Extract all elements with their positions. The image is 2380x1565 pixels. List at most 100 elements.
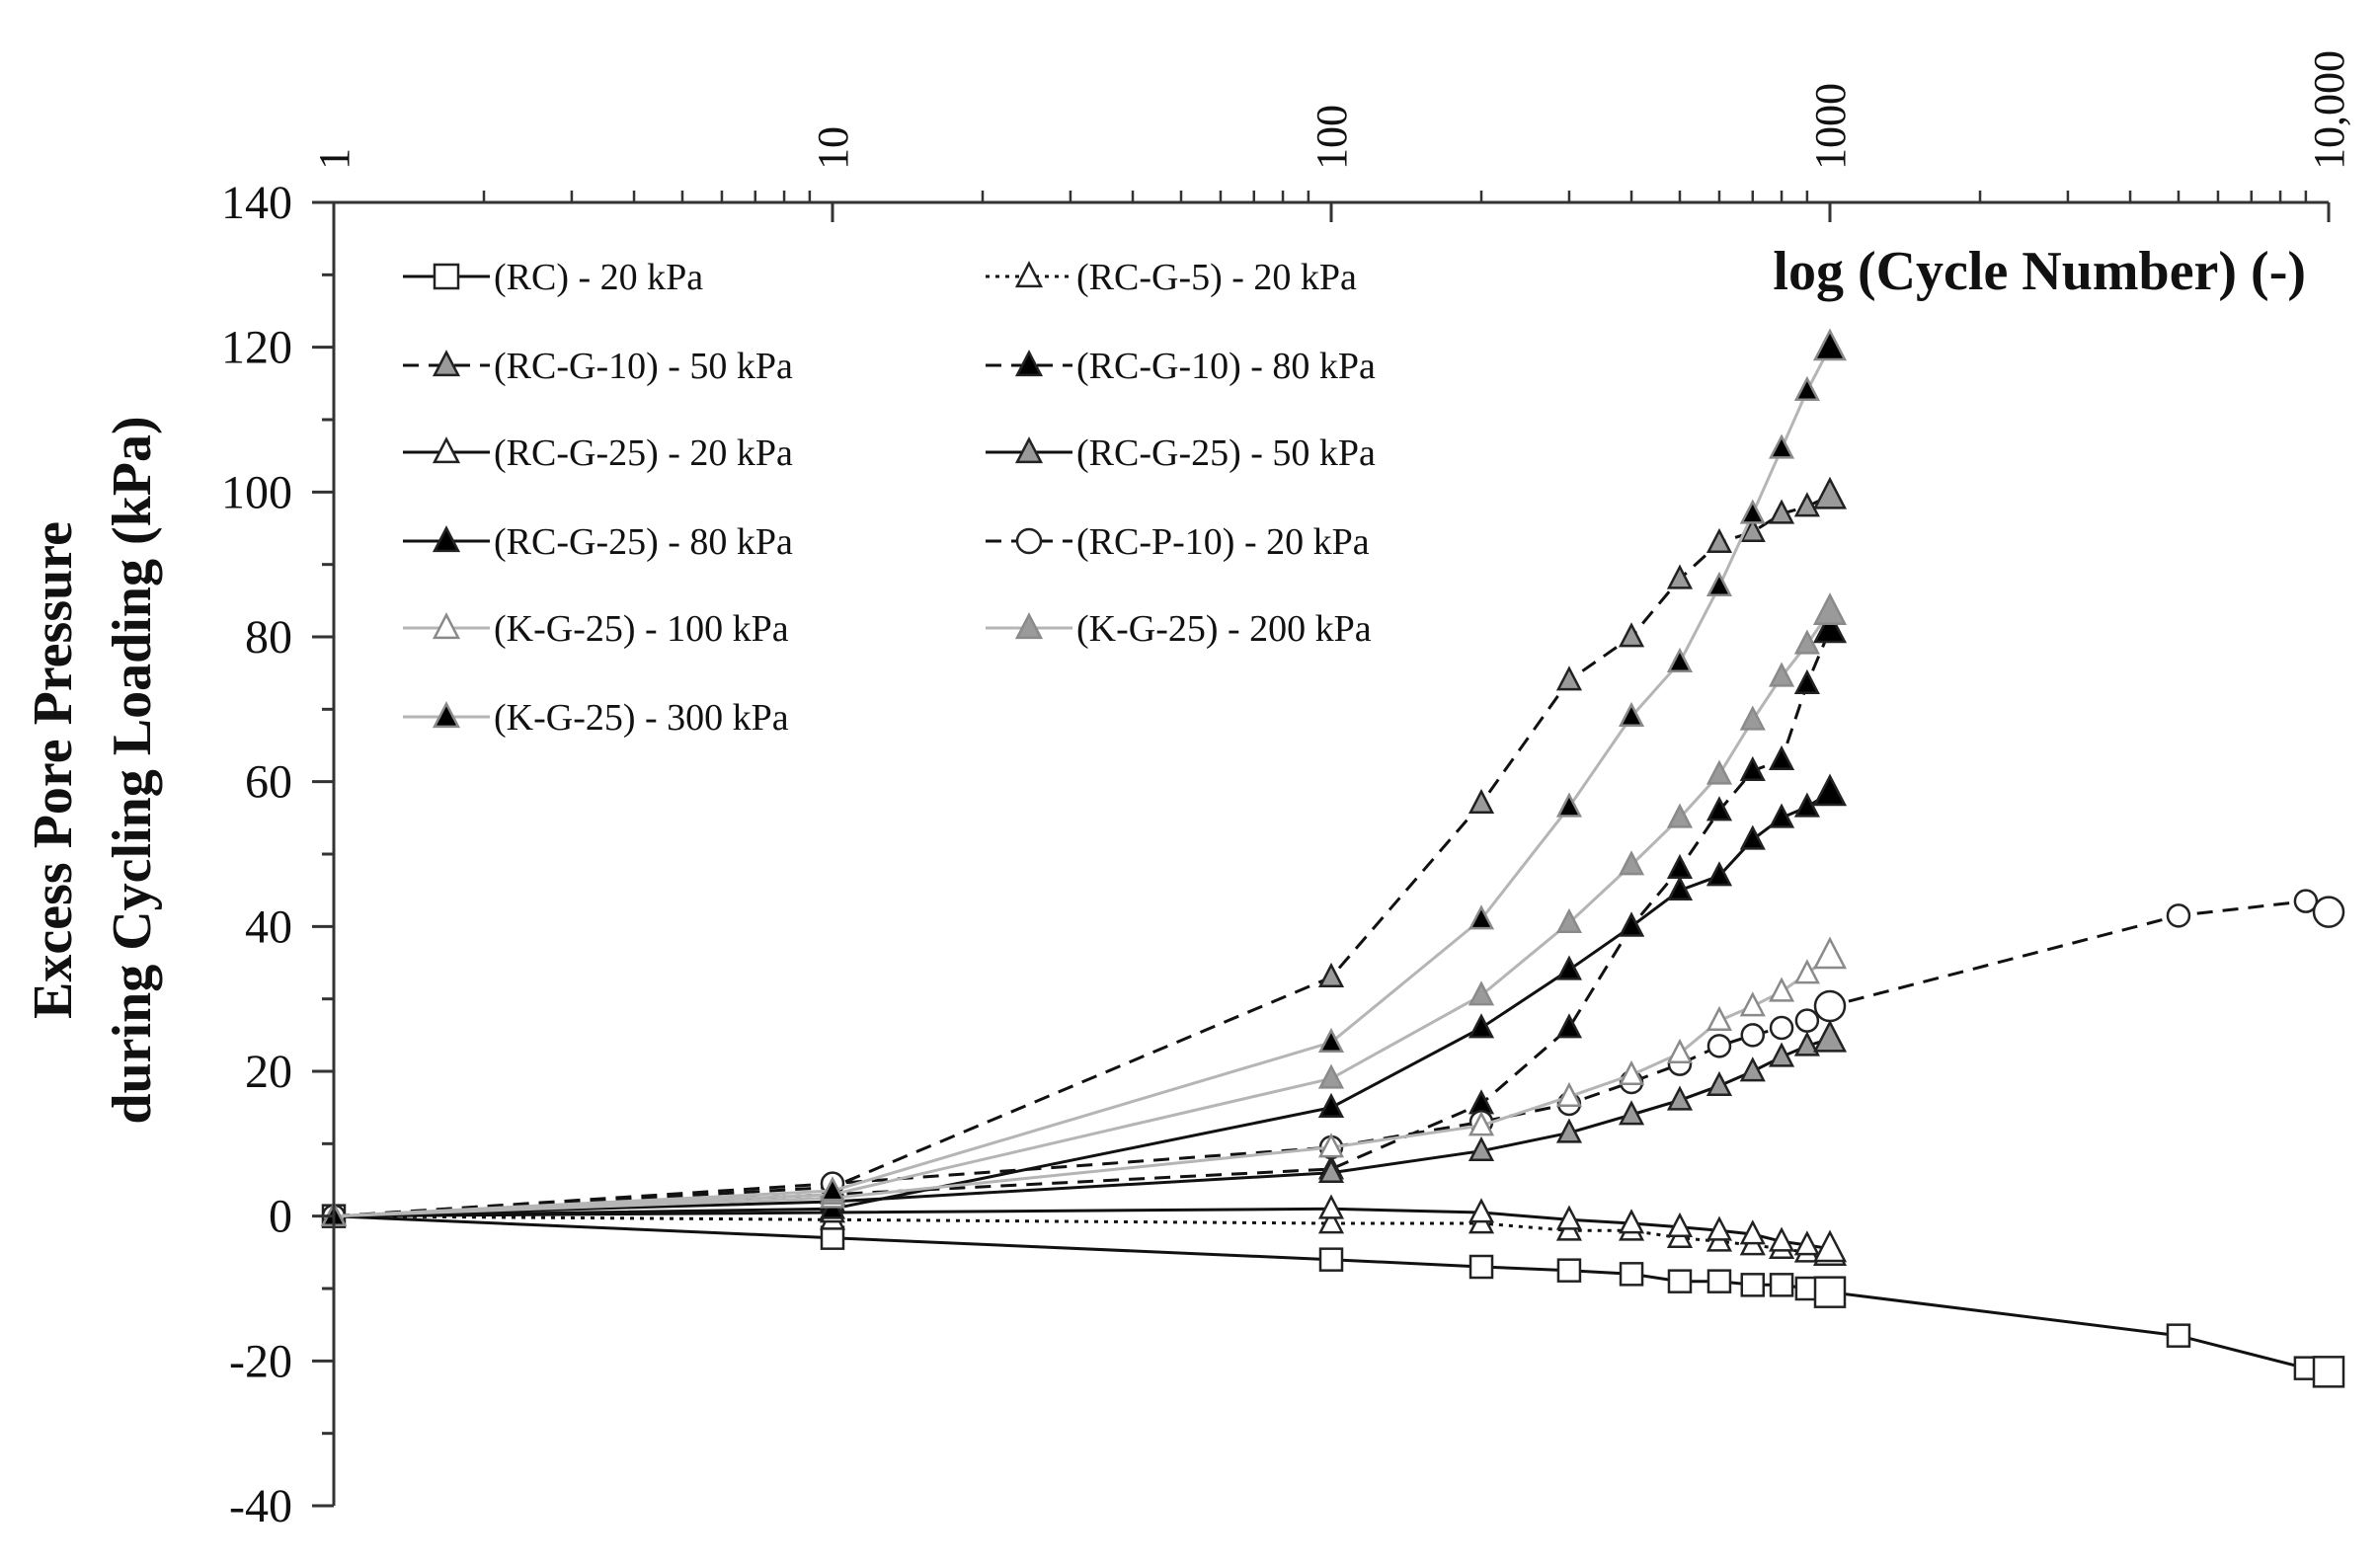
data-point [1555,665,1583,691]
data-point [2293,889,2319,913]
x-tick-label: 1000 [1806,83,1855,170]
data-point [2166,903,2191,928]
legend-entry: (RC-G-10) - 80 kPa [986,346,1376,387]
x-axis-title: log (Cycle Number) (-) [1773,241,2306,302]
series-1 [321,1204,2345,1388]
legend-label: (RC-G-5) - 20 kPa [1076,257,1357,298]
data-point [1556,1258,1582,1283]
data-point [1618,1059,1645,1085]
data-point [1793,959,1820,984]
data-point [1812,592,1848,625]
data-point [1468,1013,1495,1039]
data-point [1555,792,1583,818]
axes-layer [312,191,2331,1508]
data-point [1793,629,1820,655]
data-point [1618,701,1645,727]
data-point [1618,1100,1645,1126]
data-point [1667,1269,1693,1293]
data-point [1666,1212,1694,1237]
legend-marker [433,263,460,290]
data-point [820,1225,845,1250]
legend-entry: (K-G-25) - 300 kPa [403,697,789,739]
data-point [1468,1198,1495,1223]
data-point [1793,792,1820,818]
data-point [1618,911,1645,937]
data-point [1739,755,1766,781]
data-point [1812,936,1848,970]
y-axis-title-line-1: Excess Pore Pressure [23,521,84,1019]
data-point [1740,1023,1766,1048]
data-point [1666,647,1694,672]
data-point [1794,1008,1820,1033]
series-line [333,1214,2330,1373]
data-point [1706,796,1733,822]
legend-label: (K-G-25) - 200 kPa [1076,608,1372,650]
series-line [333,494,1831,1218]
data-point [1555,955,1583,980]
data-point [1769,1226,1795,1252]
data-point [1317,1027,1345,1053]
data-point [1812,1229,1848,1263]
data-point [1666,1038,1694,1063]
legend: (RC) - 20 kPa (RC-G-5) - 20 kPa (RC-G-10) … [403,257,1376,739]
data-point [1769,1042,1795,1067]
y-tick-label: 80 [245,611,292,664]
y-tick-label: 40 [245,900,292,953]
legend-label: (K-G-25) - 300 kPa [494,697,789,739]
legend-label: (RC-G-10) - 50 kPa [494,346,793,387]
data-point [1317,1194,1345,1219]
data-point [1769,1273,1794,1297]
legend-marker [432,436,461,464]
data-point [1812,1019,1848,1053]
legend-marker [432,525,461,553]
data-point [1706,861,1733,887]
data-point [1317,1209,1345,1234]
y-axis-title-line-2: during Cycling Loading (kPa) [102,416,163,1124]
data-point [1555,907,1583,933]
data-point [1812,328,1848,361]
x-tick-label: 10,000 [2305,50,2353,170]
data-point [1468,1111,1495,1136]
data-point [1706,1269,1732,1293]
x-tick-label: 1 [310,148,358,170]
data-point [1666,1085,1694,1111]
data-point [819,1176,846,1202]
data-point [1317,1092,1345,1118]
y-tick-label: 100 [221,466,292,518]
legend-entry: (RC-G-25) - 50 kPa [986,432,1376,474]
data-point [1793,375,1820,401]
data-point [1706,1215,1733,1241]
data-point [1317,1063,1345,1089]
data-point [2312,896,2345,928]
series-line [333,954,1831,1218]
series-line [333,1037,1831,1218]
data-point [1812,773,1848,807]
data-point [1813,1276,1847,1308]
x-tick-label: 10 [809,126,857,170]
data-point [1769,803,1795,828]
legend-label: (RC-P-10) - 20 kPa [1076,521,1370,563]
data-point [1666,803,1694,828]
data-point [1769,499,1795,524]
data-point [2166,1323,2191,1348]
data-point [1769,662,1795,687]
series-10 [320,592,1848,1226]
y-tick-label: 60 [245,756,292,809]
data-point [1468,788,1495,814]
data-point [1793,1230,1820,1256]
series-5 [320,1194,1848,1263]
y-tick-label: -40 [229,1480,292,1532]
legend-marker [1014,350,1044,377]
data-point [1706,759,1733,785]
data-point [1618,622,1645,648]
legend-entry: (RC-G-25) - 20 kPa [403,432,793,474]
data-point [1739,991,1766,1017]
data-point [1666,875,1694,900]
legend-entry: (RC-G-25) - 80 kPa [403,521,793,563]
data-point [1739,1056,1766,1082]
legend-label: (RC-G-10) - 80 kPa [1076,346,1376,387]
data-point [1468,1254,1494,1280]
labels-layer: 140 120 100 80 60 40 20 0 -20 -40 1 10 100 1000 10,000 [221,50,2353,1532]
data-point [1769,977,1795,1002]
y-tick-label: 0 [269,1191,292,1243]
